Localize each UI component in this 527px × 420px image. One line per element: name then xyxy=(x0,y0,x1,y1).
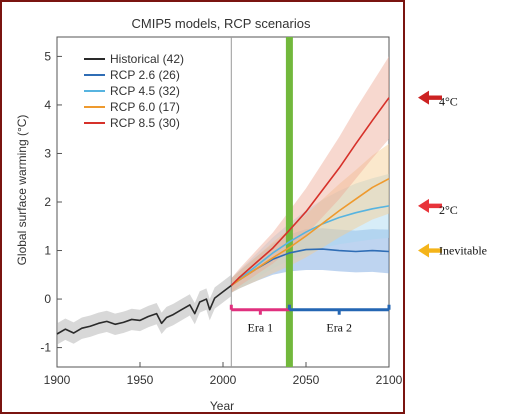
x-tick-label: 2000 xyxy=(210,373,237,387)
series-band-0 xyxy=(57,274,232,345)
annotation-label: 4°C xyxy=(439,95,458,109)
series-line-2 xyxy=(230,205,390,287)
left-arrow-icon xyxy=(418,198,442,213)
legend-label: RCP 4.5 (32) xyxy=(110,84,180,98)
annotation-label: 2°C xyxy=(439,203,458,217)
y-tick-label: 5 xyxy=(44,49,51,63)
series-band-4 xyxy=(231,56,389,293)
y-tick-label: 3 xyxy=(44,146,51,160)
legend-label: RCP 6.0 (17) xyxy=(110,100,180,114)
y-axis-label: Global surface warming (°C) xyxy=(15,115,29,266)
y-tick-label: 0 xyxy=(44,292,51,306)
era-label: Era 2 xyxy=(326,321,352,335)
chart-title: CMIP5 models, RCP scenarios xyxy=(132,16,311,31)
y-tick-label: -1 xyxy=(40,341,51,355)
legend-label: RCP 8.5 (30) xyxy=(110,116,180,130)
annotation-label: Inevitable xyxy=(439,244,487,258)
x-tick-label: 1900 xyxy=(44,373,71,387)
y-tick-label: 2 xyxy=(44,195,51,209)
legend-label: Historical (42) xyxy=(110,52,184,66)
figure-frame xyxy=(0,0,405,414)
x-axis-label: Year xyxy=(210,399,234,413)
x-tick-label: 1950 xyxy=(127,373,154,387)
y-tick-label: 4 xyxy=(44,98,51,112)
x-tick-label: 2050 xyxy=(293,373,320,387)
legend-label: RCP 2.6 (26) xyxy=(110,68,180,82)
series-band-1 xyxy=(231,228,389,293)
left-arrow-icon xyxy=(418,90,442,105)
era-label: Era 1 xyxy=(248,321,274,335)
y-tick-label: 1 xyxy=(44,244,51,258)
left-arrow-icon xyxy=(418,243,442,258)
series-line-4 xyxy=(230,97,390,287)
series-line-0 xyxy=(56,284,232,335)
x-tick-label: 2100 xyxy=(376,373,403,387)
series-line-3 xyxy=(230,177,390,287)
